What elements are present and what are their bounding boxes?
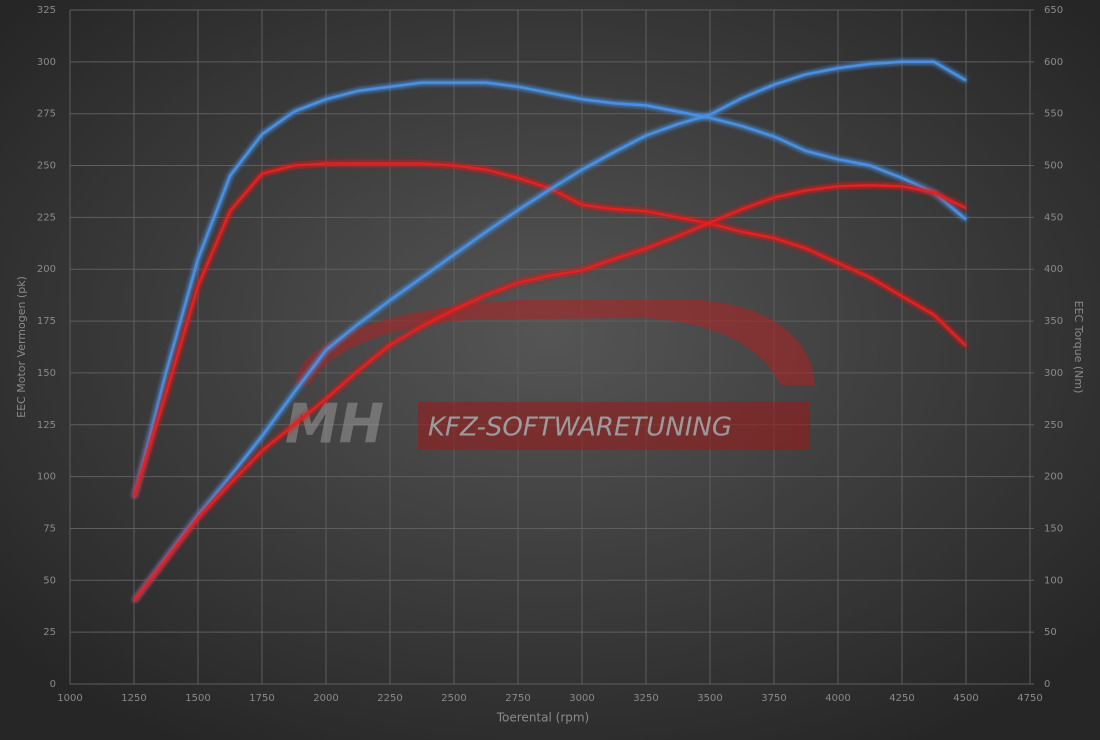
x-tick-label: 2750 <box>505 693 530 704</box>
x-tick-label: 2250 <box>377 693 402 704</box>
watermark-text: KFZ-SOFTWARETUNING <box>428 413 732 443</box>
x-tick-label: 3750 <box>761 693 786 704</box>
y2-tick-label: 200 <box>1044 472 1063 483</box>
watermark: MH KFZ-SOFTWARETUNING <box>285 300 815 456</box>
y-tick-label: 0 <box>50 679 56 690</box>
series-line <box>132 81 967 498</box>
x-axis-label: Toerental (rpm) <box>496 711 589 725</box>
y2-tick-label: 600 <box>1044 57 1063 68</box>
y-tick-label: 125 <box>37 420 56 431</box>
y2-tick-label: 250 <box>1044 420 1063 431</box>
y-tick-label: 100 <box>37 472 56 483</box>
y2-tick-label: 400 <box>1044 264 1063 275</box>
y-tick-label: 300 <box>37 57 56 68</box>
x-tick-label: 3250 <box>633 693 658 704</box>
x-tick-label: 4000 <box>825 693 850 704</box>
series-line <box>132 60 967 602</box>
y2-tick-label: 100 <box>1044 575 1063 586</box>
x-tick-label: 4500 <box>953 693 978 704</box>
x-tick-label: 2500 <box>441 693 466 704</box>
watermark-mh: MH <box>285 393 384 456</box>
x-tick-label: 2000 <box>313 693 338 704</box>
x-tick-label: 1500 <box>185 693 210 704</box>
y2-tick-label: 350 <box>1044 316 1063 327</box>
logo-shape <box>295 300 815 385</box>
y2-tick-label: 150 <box>1044 523 1063 534</box>
y-tick-label: 275 <box>37 109 56 120</box>
grid <box>69 9 1031 685</box>
x-tick-label: 4250 <box>889 693 914 704</box>
y-axis-label: EEC Motor Vermogen (pk) <box>15 276 28 418</box>
y-tick-label: 225 <box>37 212 56 223</box>
y2-tick-label: 300 <box>1044 368 1063 379</box>
y2-axis-label: EEC Torque (Nm) <box>1072 301 1085 394</box>
x-tick-label: 1750 <box>249 693 274 704</box>
y2-tick-label: 0 <box>1044 679 1050 690</box>
y-tick-label: 75 <box>43 523 56 534</box>
x-tick-label: 4750 <box>1017 693 1042 704</box>
y-tick-label: 150 <box>37 368 56 379</box>
y-tick-label: 175 <box>37 316 56 327</box>
x-tick-label: 1250 <box>121 693 146 704</box>
y2-tick-label: 450 <box>1044 212 1063 223</box>
y-tick-label: 250 <box>37 161 56 172</box>
y2-tick-label: 550 <box>1044 109 1063 120</box>
x-tick-label: 3000 <box>569 693 594 704</box>
y2-tick-label: 50 <box>1044 627 1057 638</box>
x-tick-label: 1000 <box>57 693 82 704</box>
x-tick-label: 3500 <box>697 693 722 704</box>
y2-tick-label: 650 <box>1044 5 1063 16</box>
y-tick-label: 25 <box>43 627 56 638</box>
y2-tick-label: 500 <box>1044 161 1063 172</box>
y-tick-label: 50 <box>43 575 56 586</box>
series-line <box>133 183 967 602</box>
logo-banner <box>418 402 810 450</box>
y-tick-label: 325 <box>37 5 56 16</box>
y-tick-label: 200 <box>37 264 56 275</box>
